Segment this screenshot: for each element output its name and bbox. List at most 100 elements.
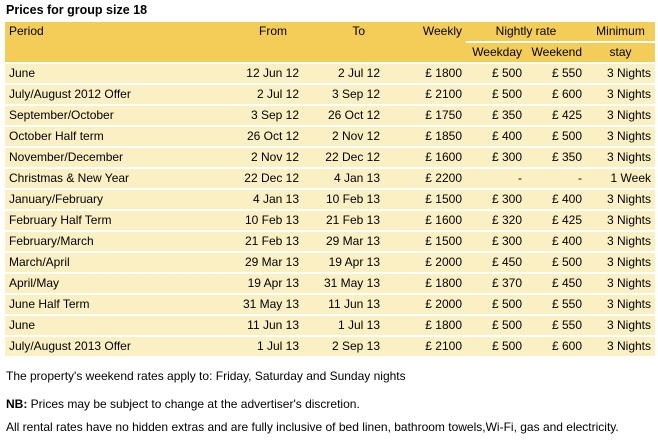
cell-weekday: - xyxy=(466,169,526,188)
cell-weekday: £ 300 xyxy=(466,148,526,167)
cell-weekday: £ 300 xyxy=(466,232,526,251)
cell-period: October Half term xyxy=(5,127,201,146)
cell-weekday: £ 500 xyxy=(466,295,526,314)
cell-period: June xyxy=(5,64,201,83)
cell-weekly: £ 1800 xyxy=(384,64,466,83)
cell-min: 3 Nights xyxy=(586,337,656,356)
cell-weekly: £ 1500 xyxy=(384,190,466,209)
table-row: April/May 19 Apr 13 31 May 13 £ 1800 £ 370 £ … xyxy=(5,274,656,293)
cell-weekly: £ 2100 xyxy=(384,85,466,104)
weekend-rates-note: The property's weekend rates apply to: F… xyxy=(6,369,406,383)
cell-from: 29 Mar 13 xyxy=(201,253,303,272)
header-subrow: Weekday Weekend stay xyxy=(5,43,656,62)
cell-weekend: £ 500 xyxy=(526,253,587,272)
cell-weekly: £ 1500 xyxy=(384,232,466,251)
cell-weekend: £ 450 xyxy=(526,274,587,293)
cell-weekend: £ 500 xyxy=(526,127,587,146)
table-row: October Half term 26 Oct 12 2 Nov 12 £ 1850… xyxy=(5,127,656,146)
header-to-label: To xyxy=(352,24,365,38)
cell-min: 3 Nights xyxy=(586,127,656,146)
cell-period: July/August 2012 Offer xyxy=(5,85,201,104)
table-row: June 11 Jun 13 1 Jul 13 £ 1800 £ 500 £ 550 3 N… xyxy=(5,316,656,335)
cell-from: 4 Jan 13 xyxy=(201,190,303,209)
header-weekday: Weekday xyxy=(466,43,526,62)
cell-period: February Half Term xyxy=(5,211,201,230)
cell-weekend: £ 550 xyxy=(526,295,587,314)
header-minimum: Minimum xyxy=(586,22,656,41)
header-weekly: Weekly xyxy=(384,22,466,62)
table-row: June Half Term 31 May 13 11 Jun 13 £ 2000 £ … xyxy=(5,295,656,314)
cell-min: 3 Nights xyxy=(586,274,656,293)
cell-weekday: £ 450 xyxy=(466,253,526,272)
cell-weekly: £ 1850 xyxy=(384,127,466,146)
cell-min: 3 Nights xyxy=(586,232,656,251)
table-row: March/April 29 Mar 13 19 Apr 13 £ 2000 £ 450… xyxy=(5,253,656,272)
cell-weekday: £ 350 xyxy=(466,106,526,125)
cell-weekend: - xyxy=(526,169,587,188)
nb-note: NB: Prices may be subject to change at t… xyxy=(6,397,656,411)
header-row: Period From To Weekly Nightly rate Minim… xyxy=(5,22,656,62)
nb-text: Prices may be subject to change at the a… xyxy=(27,397,360,411)
cell-weekday: £ 320 xyxy=(466,211,526,230)
table-caption: Prices for group size 18 xyxy=(6,3,148,17)
cell-weekday: £ 500 xyxy=(466,85,526,104)
cell-min: 3 Nights xyxy=(586,211,656,230)
cell-to: 4 Jan 13 xyxy=(303,169,384,188)
cell-to: 11 Jun 13 xyxy=(303,295,384,314)
cell-to: 2 Sep 13 xyxy=(303,337,384,356)
cell-weekly: £ 2000 xyxy=(384,295,466,314)
header-nightly-rate: Nightly rate xyxy=(466,22,587,41)
table-row: February Half Term 10 Feb 13 21 Feb 13 £ 16… xyxy=(5,211,656,230)
cell-to: 22 Dec 12 xyxy=(303,148,384,167)
table-row: January/February 4 Jan 13 10 Feb 13 £ 1500 £… xyxy=(5,190,656,209)
cell-weekend: £ 600 xyxy=(526,337,587,356)
header-from-label: From xyxy=(259,24,287,38)
cell-to: 2 Jul 12 xyxy=(303,64,384,83)
cell-min: 1 Week xyxy=(586,169,656,188)
cell-weekly: £ 1750 xyxy=(384,106,466,125)
cell-weekend: £ 400 xyxy=(526,232,587,251)
cell-from: 26 Oct 12 xyxy=(201,127,303,146)
inclusive-note: All rental rates have no hidden extras a… xyxy=(6,420,619,434)
cell-period: November/December xyxy=(5,148,201,167)
cell-min: 3 Nights xyxy=(586,148,656,167)
cell-weekday: £ 300 xyxy=(466,190,526,209)
nb-label: NB: xyxy=(6,397,28,411)
cell-weekend: £ 600 xyxy=(526,85,587,104)
table-row: November/December 2 Nov 12 22 Dec 12 £ 1600… xyxy=(5,148,656,167)
cell-weekend: £ 550 xyxy=(526,316,587,335)
cell-period: Christmas & New Year xyxy=(5,169,201,188)
cell-min: 3 Nights xyxy=(586,190,656,209)
cell-to: 29 Mar 13 xyxy=(303,232,384,251)
cell-from: 10 Feb 13 xyxy=(201,211,303,230)
cell-weekday: £ 500 xyxy=(466,316,526,335)
cell-weekday: £ 400 xyxy=(466,127,526,146)
cell-min: 3 Nights xyxy=(586,106,656,125)
cell-to: 26 Oct 12 xyxy=(303,106,384,125)
table-row: Christmas & New Year 22 Dec 12 4 Jan 13 £ 2… xyxy=(5,169,656,188)
cell-min: 3 Nights xyxy=(586,295,656,314)
cell-from: 1 Jul 13 xyxy=(201,337,303,356)
cell-to: 10 Feb 13 xyxy=(303,190,384,209)
cell-from: 11 Jun 13 xyxy=(201,316,303,335)
cell-weekly: £ 1800 xyxy=(384,274,466,293)
cell-period: February/March xyxy=(5,232,201,251)
cell-min: 3 Nights xyxy=(586,316,656,335)
cell-to: 1 Jul 13 xyxy=(303,316,384,335)
cell-period: June xyxy=(5,316,201,335)
cell-to: 3 Sep 12 xyxy=(303,85,384,104)
header-stay: stay xyxy=(586,43,656,62)
cell-from: 2 Nov 12 xyxy=(201,148,303,167)
table-row: July/August 2013 Offer 1 Jul 13 2 Sep 13 £ … xyxy=(5,337,656,356)
cell-weekly: £ 1600 xyxy=(384,211,466,230)
table-row: July/August 2012 Offer 2 Jul 12 3 Sep 12 £ … xyxy=(5,85,656,104)
cell-min: 3 Nights xyxy=(586,85,656,104)
cell-to: 21 Feb 13 xyxy=(303,211,384,230)
cell-weekend: £ 425 xyxy=(526,211,587,230)
cell-period: April/May xyxy=(5,274,201,293)
cell-weekly: £ 1800 xyxy=(384,316,466,335)
cell-weekend: £ 425 xyxy=(526,106,587,125)
cell-weekly: £ 1600 xyxy=(384,148,466,167)
cell-weekend: £ 350 xyxy=(526,148,587,167)
